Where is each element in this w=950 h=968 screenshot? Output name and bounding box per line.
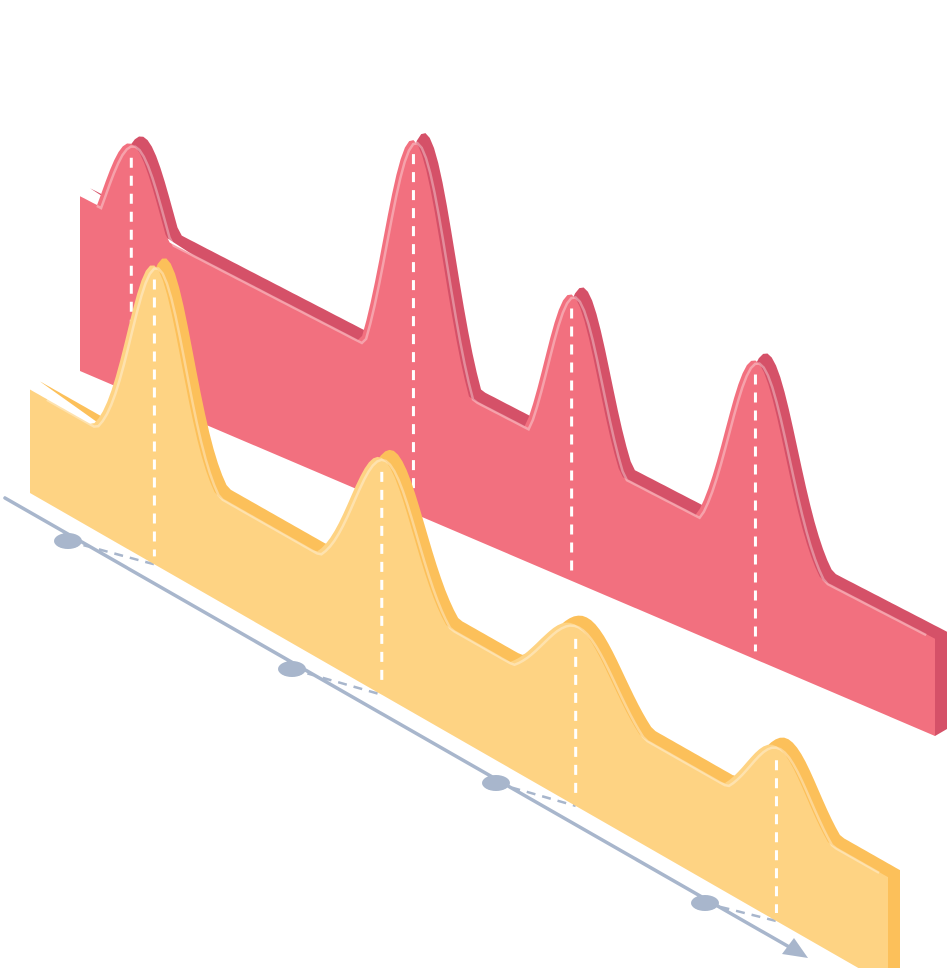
x-axis-line: [3, 496, 800, 954]
series-1-group: [80, 133, 947, 736]
series-highlight: [96, 141, 927, 637]
x-axis-group: [3, 496, 808, 958]
series-highlight: [46, 267, 880, 874]
axis-guide-dash: [704, 901, 777, 923]
series-area: [30, 265, 888, 968]
x-axis-marker: [54, 533, 82, 549]
x-axis-marker: [691, 895, 719, 911]
series-2-group: [30, 258, 900, 968]
series-area: [80, 140, 935, 736]
x-axis-marker: [482, 775, 510, 791]
axis-guide-dash: [495, 781, 577, 808]
x-axis-marker: [278, 661, 306, 677]
x-axis-arrow: [782, 938, 808, 958]
